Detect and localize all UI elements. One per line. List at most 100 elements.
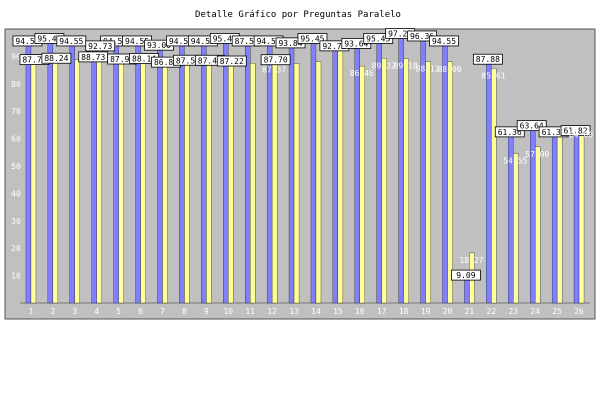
- data-label-text: 61.82: [563, 127, 587, 136]
- data-label-text: 94.55: [125, 37, 149, 46]
- data-label-text: 94.55: [103, 37, 127, 46]
- bar-s1-4: [91, 59, 97, 304]
- y-ticks-group: 10 20 30 40 50 60 70 80 90: [11, 52, 21, 280]
- bar-s1-15: [332, 48, 339, 304]
- data-label-s1-23: 61.36: [494, 126, 525, 138]
- bar-s2-26: [578, 127, 585, 304]
- data-label-text: 94.55: [191, 37, 215, 46]
- data-label-text: 93.84: [278, 39, 302, 48]
- data-label-s1-21: 9.09: [451, 269, 481, 281]
- x-tick-label: 4: [94, 307, 99, 316]
- data-label-s1-4: 88.73: [78, 51, 109, 63]
- x-tick-label: 14: [311, 307, 321, 316]
- x-tick-label: 3: [72, 307, 77, 316]
- data-label-plain-s2-12: 87.37: [262, 66, 286, 75]
- x-tick-label: 6: [138, 307, 143, 316]
- data-label-box: [451, 269, 481, 281]
- data-label-s1-22: 87.88: [472, 53, 503, 65]
- bar-s2-2: [52, 61, 59, 304]
- data-label-text: 87.70: [264, 56, 288, 65]
- x-tick-label: 15: [333, 307, 343, 316]
- x-tick-label: 2: [50, 307, 55, 316]
- data-label-text: 93.00: [147, 41, 171, 50]
- bar-s1-10: [223, 41, 229, 304]
- x-tick-label: 26: [574, 307, 584, 316]
- data-label-box: [560, 125, 591, 137]
- x-tick-label: 18: [399, 307, 409, 316]
- data-label-text: 92.73: [88, 42, 112, 51]
- bar-s2-6: [140, 61, 146, 304]
- y-tick-label: 20: [11, 244, 21, 253]
- bar-s1-8: [179, 43, 185, 304]
- bar-s1-11: [245, 43, 251, 304]
- data-label-plain-s2-26: 64.00: [569, 131, 593, 140]
- bar-s1-12: [266, 43, 273, 304]
- x-tick-label: 24: [530, 307, 540, 316]
- bar-s1-13: [288, 45, 295, 304]
- bar-s1-9: [201, 43, 207, 304]
- data-label-s1-14: 95.45: [297, 33, 328, 44]
- bar-s1-1: [25, 43, 32, 304]
- bar-s2-5: [118, 61, 124, 304]
- y-tick-label: 40: [11, 189, 21, 198]
- bar-s2-3: [74, 59, 80, 304]
- y-tick-label: 90: [11, 52, 21, 61]
- bar-s2-1: [30, 62, 37, 304]
- x-tick-label: 10: [223, 307, 233, 316]
- bar-s1-5: [113, 43, 119, 304]
- data-label-text: 97.27: [388, 29, 412, 38]
- x-tick-label: 12: [267, 307, 277, 316]
- x-tick-label: 23: [508, 307, 518, 316]
- data-label-box: [41, 52, 72, 64]
- bar-s1-6: [135, 43, 141, 304]
- x-tick-label: 17: [377, 307, 387, 316]
- data-label-text: 87.22: [220, 57, 244, 66]
- data-label-text: 87.50: [176, 56, 200, 65]
- data-label-text: 94.55: [432, 37, 456, 46]
- bar-s2-18: [403, 58, 409, 304]
- bar-s2-24: [535, 146, 541, 304]
- data-label-plain-s2-19: 88.12: [416, 65, 440, 74]
- data-label-text: 87.49: [198, 56, 222, 65]
- bar-s2-22: [491, 68, 497, 304]
- data-label-text: 87.88: [476, 55, 500, 64]
- data-label-text: 88.14: [132, 54, 156, 63]
- bar-s1-3: [69, 43, 75, 304]
- bar-s1-16: [354, 46, 360, 304]
- data-label-text: 96.36: [410, 32, 434, 41]
- data-label-s1-26: 61.82: [560, 125, 591, 137]
- data-label-text: 61.36: [498, 128, 522, 137]
- plot-background: [4, 28, 596, 320]
- data-label-text: 87.50: [235, 37, 259, 46]
- data-label-plain-s2-17: 89.32: [372, 61, 396, 70]
- y-tick-label: 70: [11, 107, 21, 116]
- data-label-text: 95.45: [213, 34, 237, 43]
- x-tick-label: 9: [204, 307, 209, 316]
- bar-s1-14: [310, 41, 317, 304]
- data-label-plain-s2-20: 88.00: [437, 65, 461, 74]
- bar-s2-11: [250, 63, 256, 304]
- data-label-text: 92.75: [322, 42, 346, 51]
- bar-s2-7: [162, 64, 168, 304]
- data-label-s1-3: 94.55: [56, 35, 87, 47]
- data-label-text: 95.45: [366, 34, 390, 43]
- y-tick-label: 10: [11, 272, 21, 281]
- bar-s1-21: [464, 277, 470, 304]
- bar-s2-8: [184, 63, 190, 304]
- data-label-plain-s2-24: 57.00: [525, 150, 549, 159]
- bar-s1-22: [486, 62, 492, 304]
- bar-s1-2: [47, 41, 54, 304]
- bar-s1-17: [376, 41, 382, 304]
- bar-s2-14: [315, 61, 322, 304]
- x-tick-label: 8: [182, 307, 187, 316]
- data-label-text: 93.64: [344, 39, 368, 48]
- data-labels-group: 94.5595.4594.5588.7394.5594.5593.0094.55…: [12, 28, 593, 281]
- bar-s1-25: [551, 134, 558, 304]
- data-label-box: [429, 35, 459, 47]
- data-label-box: [472, 53, 503, 65]
- bar-s2-25: [556, 134, 563, 304]
- bar-s2-4: [96, 48, 102, 304]
- data-label-box: [85, 40, 116, 52]
- y-tick-label: 80: [11, 80, 21, 89]
